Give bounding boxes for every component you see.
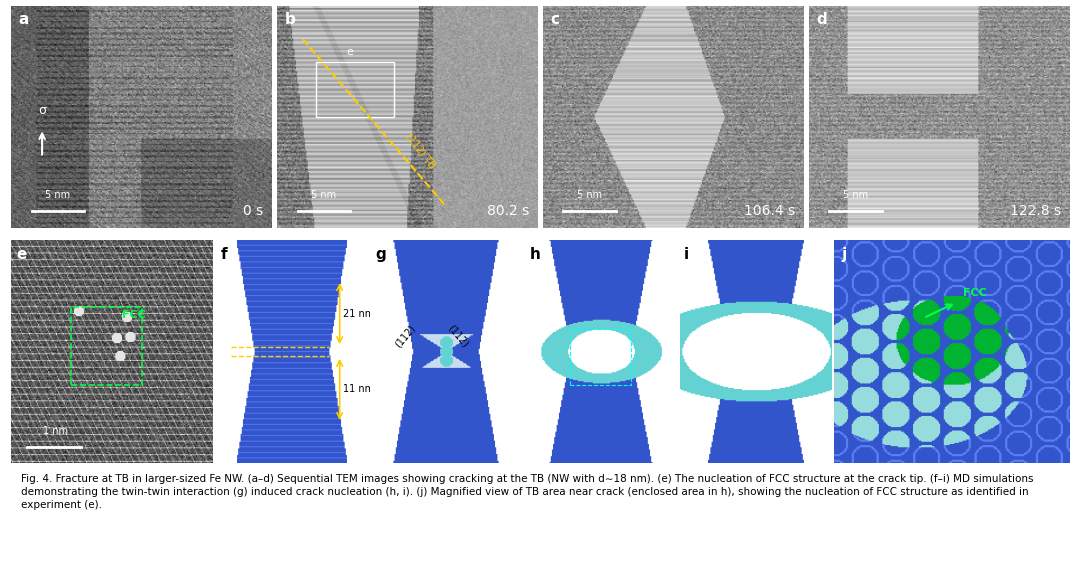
Text: 5 nm: 5 nm xyxy=(577,190,602,200)
Text: 0 s: 0 s xyxy=(243,204,264,218)
Text: d: d xyxy=(816,13,827,28)
Text: 122.8 s: 122.8 s xyxy=(1010,204,1062,218)
Text: 11 nm: 11 nm xyxy=(342,384,374,395)
Text: 21 nm: 21 nm xyxy=(342,309,374,319)
Text: j: j xyxy=(841,247,847,262)
Text: 106.4 s: 106.4 s xyxy=(744,204,796,218)
Text: c: c xyxy=(551,13,559,28)
Text: b: b xyxy=(284,13,296,28)
Text: FCC: FCC xyxy=(963,288,987,298)
Text: g: g xyxy=(375,247,386,262)
Text: e: e xyxy=(347,47,353,57)
Text: a: a xyxy=(18,13,29,28)
Text: i: i xyxy=(684,247,689,262)
Text: h: h xyxy=(529,247,540,262)
Text: FCC: FCC xyxy=(122,310,146,320)
Text: 1 nm: 1 nm xyxy=(42,426,68,436)
Text: 5 nm: 5 nm xyxy=(45,190,70,200)
Text: (112): (112) xyxy=(393,323,418,349)
Text: 80.2 s: 80.2 s xyxy=(487,204,529,218)
Text: e: e xyxy=(17,247,27,262)
Text: (112): (112) xyxy=(446,323,471,349)
Text: f: f xyxy=(220,247,227,262)
Text: 5 nm: 5 nm xyxy=(311,190,336,200)
Text: Fig. 4. Fracture at TB in larger-sized Fe NW. (a–d) Sequential TEM images showin: Fig. 4. Fracture at TB in larger-sized F… xyxy=(22,473,1034,510)
Text: σ: σ xyxy=(38,104,46,118)
Text: (112) TB: (112) TB xyxy=(403,131,437,170)
Text: 5 nm: 5 nm xyxy=(842,190,868,200)
